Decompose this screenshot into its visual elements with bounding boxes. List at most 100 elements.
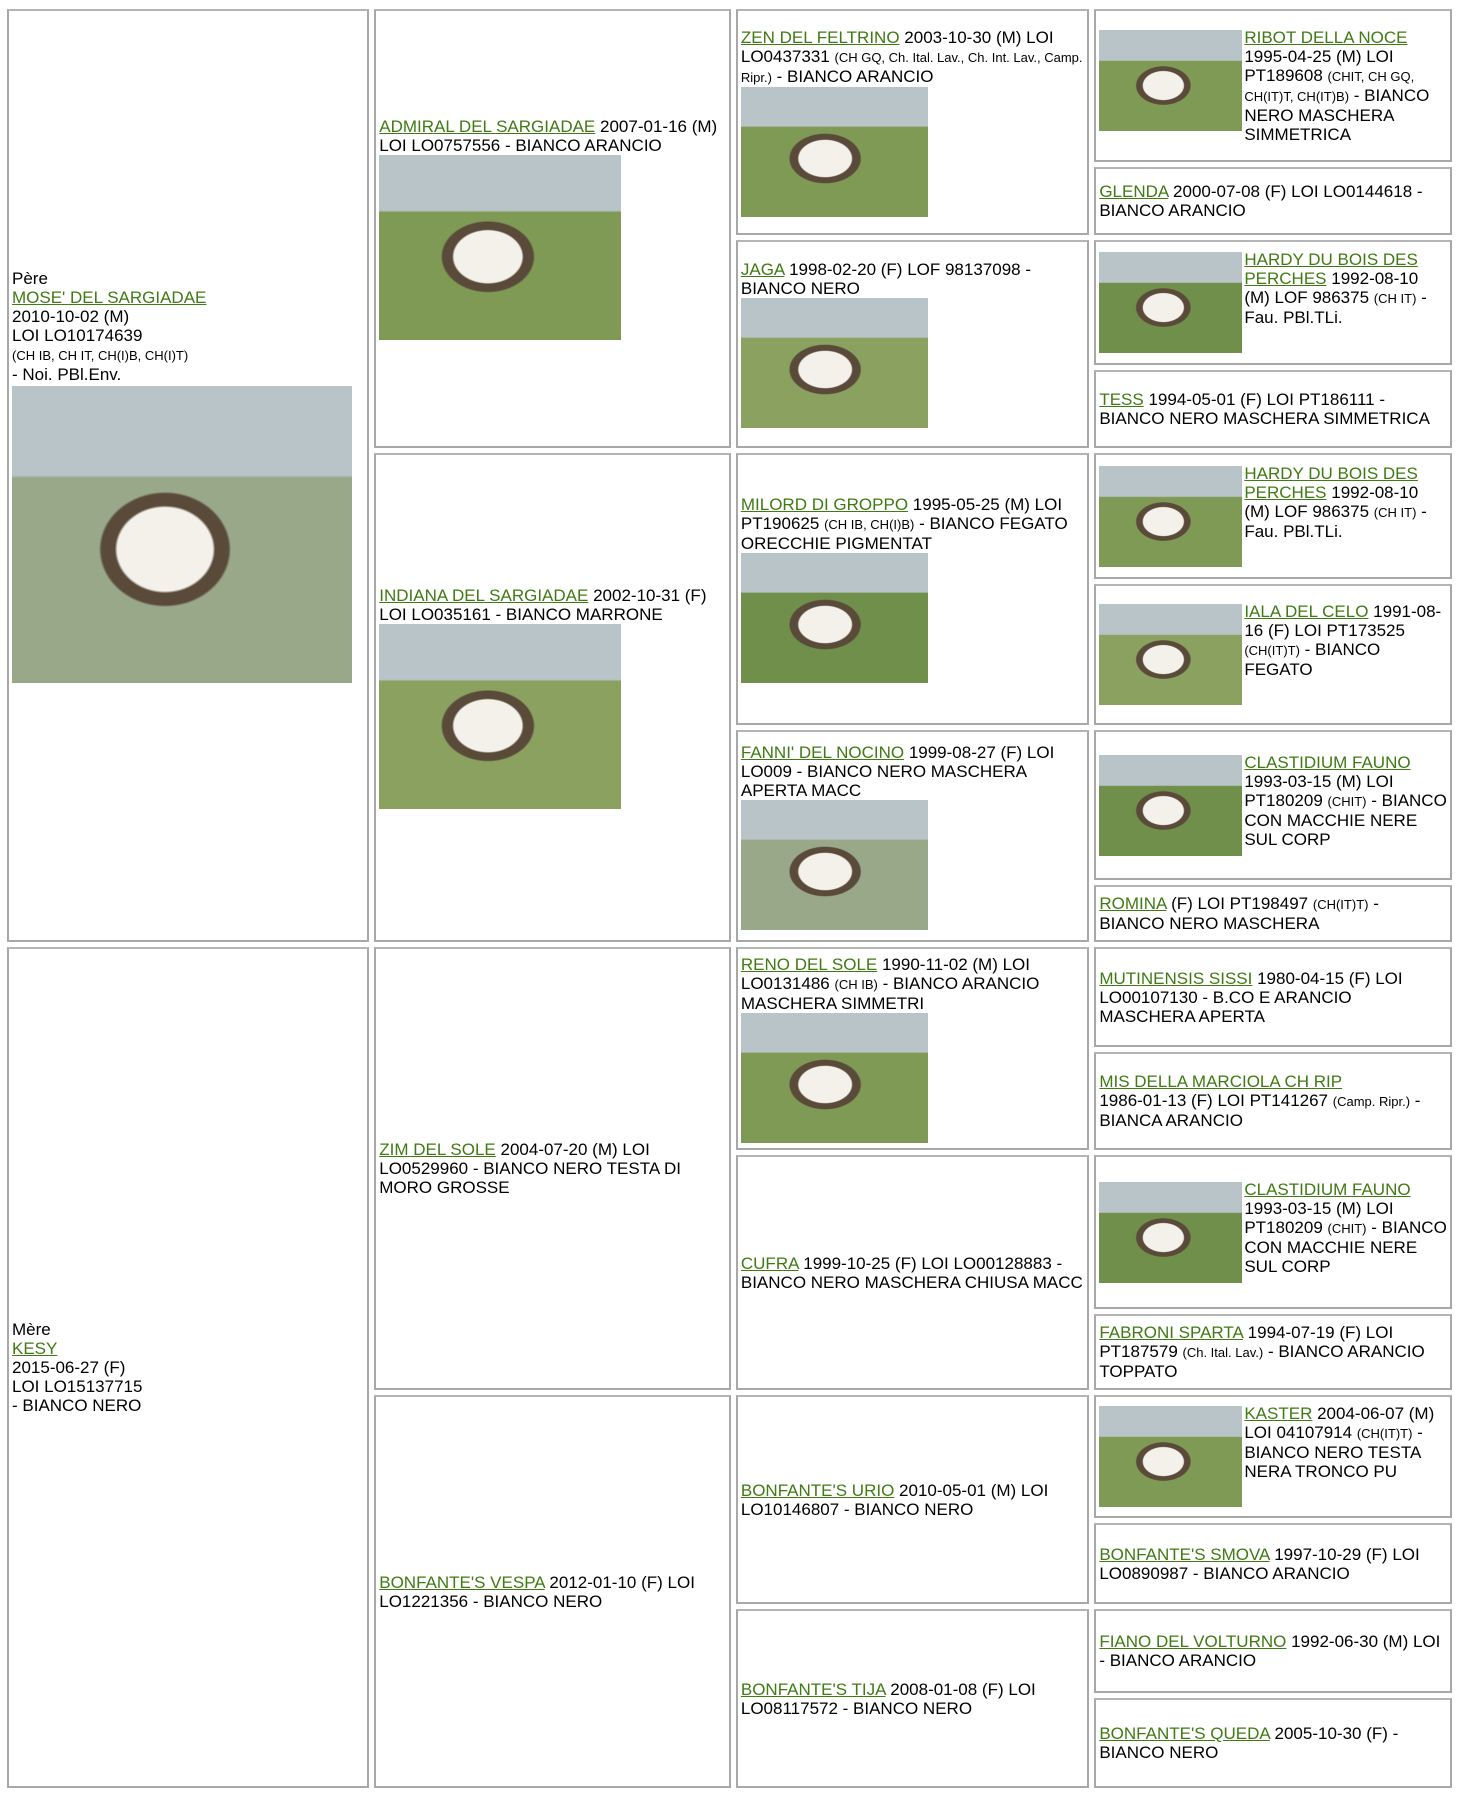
dog-name-link[interactable]: IALA DEL CELO [1244, 602, 1369, 621]
dog-cell: TESS 1994-05-01 (F) LOI PT186111 - BIANC… [1094, 370, 1452, 448]
dog-photo [1099, 1181, 1243, 1283]
dog-titles: (CH GQ, Ch. Ital. Lav., Ch. Int. Lav., C… [740, 49, 1083, 85]
pedigree-row: FANNI' DEL NOCINO 1999-08-27 (F) LOI LO0… [7, 730, 1452, 942]
dog-titles: (CHIT, CH GQ, CH(IT)T, CH(IT)B) [1244, 68, 1415, 104]
parent-name-link[interactable]: KESY [12, 1339, 58, 1358]
dog-photo [1099, 754, 1243, 856]
dog-titles: (CH IT) [1373, 291, 1417, 306]
parent-details: 2015-06-27 (F) [12, 1358, 126, 1377]
dog-photo [1099, 29, 1243, 131]
pedigree-row: Père MOSE' DEL SARGIADAE 2010-10-02 (M) LOI… [7, 9, 1452, 942]
dog-name-link[interactable]: CLASTIDIUM FAUNO [1244, 752, 1411, 772]
dog-info: 1992-08-10 (M) LOF 986375 [1244, 269, 1419, 307]
dog-coat: - BIANCO NERO MASCHERA [1099, 894, 1379, 933]
dog-name-link[interactable]: BONFANTE'S SMOVA [1099, 1544, 1270, 1564]
dog-info: 1991-08-16 (F) LOI PT173525 [1244, 602, 1442, 640]
dog-info: 2004-06-07 (M) LOI 04107914 [1244, 1404, 1435, 1442]
dog-cell: CLASTIDIUM FAUNO 1993-03-15 (M) LOI PT18… [1094, 730, 1452, 880]
dog-cell: HARDY DU BOIS DES PERCHES 1992-08-10 (M)… [1094, 240, 1452, 365]
dog-titles: (CH(IT)T) [1356, 1426, 1413, 1441]
dog-name-link[interactable]: RENO DEL SOLE [740, 954, 878, 974]
dam-cell: Mère KESY 2015-06-27 (F) LOI LO15137715- BI… [7, 947, 370, 1788]
dog-name-link[interactable]: GLENDA [1099, 182, 1169, 201]
dog-cell: FANNI' DEL NOCINO 1999-08-27 (F) LOI LO0… [735, 730, 1090, 942]
dog-cell: ZIM DEL SOLE 2004-07-20 (M) LOI LO052996… [374, 947, 731, 1390]
parent-registration: LOI LO10174639 [12, 325, 143, 345]
dog-name-link[interactable]: MILORD DI GROPPO [740, 495, 909, 514]
pedigree-row: IALA DEL CELO 1991-08-16 (F) LOI PT17352… [7, 584, 1452, 725]
dog-name-link[interactable]: HARDY DU BOIS DES PERCHES [1244, 463, 1418, 502]
dog-coat: - BIANCO CON MACCHIE NERE SUL CORP [1244, 1217, 1447, 1276]
dog-photo [12, 385, 352, 683]
dog-cell: BONFANTE'S QUEDA 2005-10-30 (F) - BIANCO… [1094, 1698, 1452, 1788]
dog-name-link[interactable]: HARDY DU BOIS DES PERCHES [1244, 250, 1418, 288]
dog-name-link[interactable]: ROMINA [1099, 894, 1167, 913]
dog-titles: (CH(IT)T) [1312, 897, 1369, 912]
dog-name-link[interactable]: BONFANTE'S QUEDA [1099, 1724, 1270, 1743]
dog-name-link[interactable]: MUTINENSIS SISSI [1099, 968, 1253, 988]
dog-name-link[interactable]: FANNI' DEL NOCINO [740, 742, 905, 762]
dog-coat: - BIANCO FEGATO [1244, 640, 1381, 679]
dog-name-link[interactable]: RIBOT DELLA NOCE [1244, 27, 1408, 47]
parent-details: 2010-10-02 (M) [12, 306, 130, 326]
dog-titles: (CH(IT)T) [1244, 643, 1300, 658]
pedigree-row: BONFANTE'S VESPA 2012-01-10 (F) LOI LO12… [7, 1395, 1452, 1788]
dog-name-link[interactable]: BONFANTE'S URIO [740, 1480, 895, 1500]
dog-cell: ROMINA (F) LOI PT198497 (CH(IT)T) - BIAN… [1094, 885, 1452, 942]
pedigree-row: JAGA 1998-02-20 (F) LOF 98137098 - BIANC… [7, 240, 1452, 448]
dog-info: 2004-07-20 (M) LOI LO0529960 - BIANCO NE… [379, 1140, 681, 1197]
dog-titles: (CH IB, CH(I)B) [824, 517, 915, 532]
dog-cell: GLENDA 2000-07-08 (F) LOI LO0144618 - BI… [1094, 167, 1452, 235]
dog-name-link[interactable]: INDIANA DEL SARGIADAE [379, 586, 589, 605]
dog-photo [379, 624, 622, 809]
dog-photo [740, 799, 928, 930]
dog-info: 2012-01-10 (F) LOI LO1221356 - BIANCO NE… [379, 1572, 695, 1611]
dog-info: 1993-03-15 (M) LOI PT180209 [1244, 771, 1394, 810]
pedigree-row: ROMINA (F) LOI PT198497 (CH(IT)T) - BIAN… [7, 885, 1452, 942]
dog-info: 1995-05-25 (M) LOI PT190625 [740, 495, 1063, 533]
dog-info: 1994-07-19 (F) LOI PT187579 [1099, 1323, 1394, 1361]
pedigree-row: FABRONI SPARTA 1994-07-19 (F) LOI PT1875… [7, 1314, 1452, 1390]
parent-titles: (CH IB, CH IT, CH(I)B, CH(I)T) [12, 347, 189, 363]
dog-name-link[interactable]: FIANO DEL VOLTURNO [1099, 1632, 1287, 1651]
dog-name-link[interactable]: JAGA [740, 260, 785, 279]
dog-name-link[interactable]: KASTER [1244, 1404, 1313, 1423]
dog-cell: BONFANTE'S VESPA 2012-01-10 (F) LOI LO12… [374, 1395, 731, 1788]
dog-name-link[interactable]: CUFRA [740, 1253, 799, 1273]
dog-cell: ADMIRAL DEL SARGIADAE 2007-01-16 (M) LOI… [374, 9, 731, 448]
dog-info: 1999-10-25 (F) LOI LO00128883 - BIANCO N… [740, 1253, 1083, 1292]
dog-name-link[interactable]: FABRONI SPARTA [1099, 1323, 1243, 1342]
dog-cell: MIS DELLA MARCIOLA CH RIP 1986-01-13 (F) … [1094, 1052, 1452, 1150]
pedigree-row: Mère KESY 2015-06-27 (F) LOI LO15137715- BI… [7, 947, 1452, 1788]
dog-cell: HARDY DU BOIS DES PERCHES 1992-08-10 (M)… [1094, 453, 1452, 579]
pedigree-row: CUFRA 1999-10-25 (F) LOI LO00128883 - BI… [7, 1155, 1452, 1390]
pedigree-row: INDIANA DEL SARGIADAE 2002-10-31 (F) LOI… [7, 453, 1452, 942]
dog-titles: (CH IT) [1373, 504, 1417, 520]
parent-name-link[interactable]: MOSE' DEL SARGIADAE [12, 287, 207, 307]
dog-photo [740, 298, 928, 428]
dog-info: 1999-08-27 (F) LOI LO009 - BIANCO NERO M… [740, 742, 1055, 800]
dog-name-link[interactable]: CLASTIDIUM FAUNO [1244, 1179, 1411, 1199]
dog-cell: MUTINENSIS SISSI 1980-04-15 (F) LOI LO00… [1094, 947, 1452, 1047]
pedigree-row: BONFANTE'S SMOVA 1997-10-29 (F) LOI LO08… [7, 1523, 1452, 1604]
pedigree-row: BONFANTE'S TIJA 2008-01-08 (F) LOI LO081… [7, 1609, 1452, 1788]
dog-name-link[interactable]: BONFANTE'S TIJA [740, 1679, 886, 1699]
dog-name-link[interactable]: BONFANTE'S VESPA [379, 1572, 545, 1592]
dog-coat: - BIANCO ARANCIO [776, 66, 934, 86]
dog-name-link[interactable]: ADMIRAL DEL SARGIADAE [379, 117, 596, 136]
parent-coat: - BIANCO NERO [12, 1396, 142, 1415]
dog-coat: - BIANCA ARANCIO [1099, 1091, 1421, 1130]
pedigree-row: MIS DELLA MARCIOLA CH RIP 1986-01-13 (F) … [7, 1052, 1452, 1150]
dog-cell: RENO DEL SOLE 1990-11-02 (M) LOI LO01314… [735, 947, 1090, 1150]
dog-name-link[interactable]: ZIM DEL SOLE [379, 1140, 496, 1159]
dog-info: 2003-10-30 (M) LOI LO0437331 [740, 27, 1054, 66]
dog-name-link[interactable]: TESS [1099, 390, 1144, 409]
dog-cell: KASTER 2004-06-07 (M) LOI 04107914 (CH(I… [1094, 1395, 1452, 1518]
dog-cell: MILORD DI GROPPO 1995-05-25 (M) LOI PT19… [735, 453, 1090, 725]
dog-info: 1980-04-15 (F) LOI LO00107130 - B.CO E A… [1099, 968, 1403, 1026]
dog-photo [740, 86, 928, 217]
dog-name-link[interactable]: MIS DELLA MARCIOLA CH RIP [1099, 1072, 1343, 1091]
dog-coat: - BIANCO ARANCIO MASCHERA SIMMETRI [740, 973, 1040, 1013]
dog-name-link[interactable]: ZEN DEL FELTRINO [740, 27, 900, 47]
